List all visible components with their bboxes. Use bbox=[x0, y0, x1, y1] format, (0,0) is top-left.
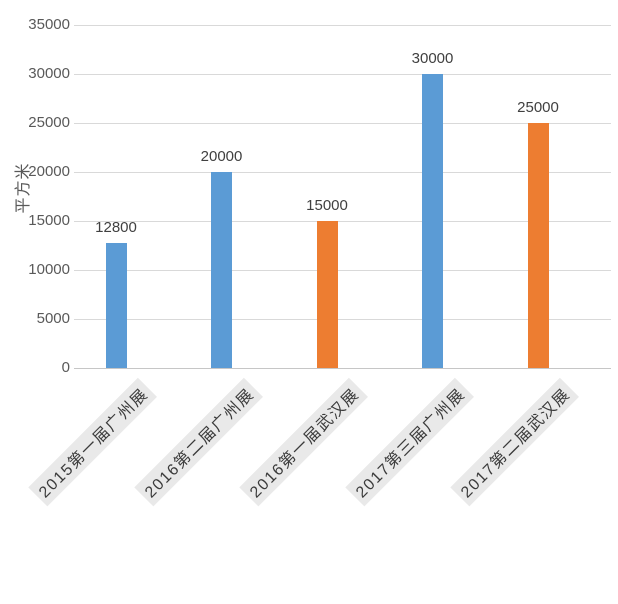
gridline bbox=[74, 25, 611, 26]
y-tick-label: 10000 bbox=[28, 261, 70, 278]
bar-3 bbox=[316, 221, 338, 368]
bar-value-label: 12800 bbox=[95, 218, 137, 236]
bar-2 bbox=[211, 172, 232, 368]
gridline bbox=[74, 319, 611, 320]
bar-4 bbox=[422, 74, 443, 368]
gridline bbox=[74, 74, 611, 75]
bar-value-label: 20000 bbox=[200, 148, 243, 165]
y-tick-label: 20000 bbox=[28, 163, 70, 180]
bar-value-label: 25000 bbox=[517, 99, 559, 116]
y-tick-label: 25000 bbox=[28, 114, 70, 131]
plot-area: 12800 2015第一届广州展 20000 2016第二届广州展 15000 2016第… bbox=[28, 25, 611, 507]
y-tick-label: 15000 bbox=[28, 212, 70, 229]
gridline bbox=[74, 221, 611, 222]
x-axis-line bbox=[74, 368, 611, 369]
bar-5 bbox=[527, 123, 549, 368]
bar-value-label: 15000 bbox=[306, 197, 348, 214]
y-tick-label: 30000 bbox=[28, 65, 70, 82]
gridline bbox=[74, 123, 611, 124]
gridline bbox=[74, 172, 611, 173]
y-tick-label: 5000 bbox=[36, 310, 70, 327]
gridline bbox=[74, 270, 611, 271]
y-tick-label: 0 bbox=[61, 359, 70, 376]
bar-value-label: 30000 bbox=[411, 50, 454, 67]
bar-1 bbox=[105, 242, 127, 368]
y-tick-label: 35000 bbox=[28, 16, 70, 33]
